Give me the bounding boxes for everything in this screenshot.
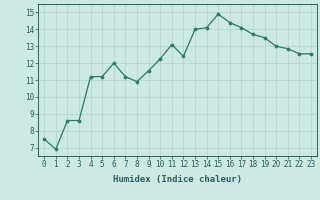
X-axis label: Humidex (Indice chaleur): Humidex (Indice chaleur) bbox=[113, 175, 242, 184]
